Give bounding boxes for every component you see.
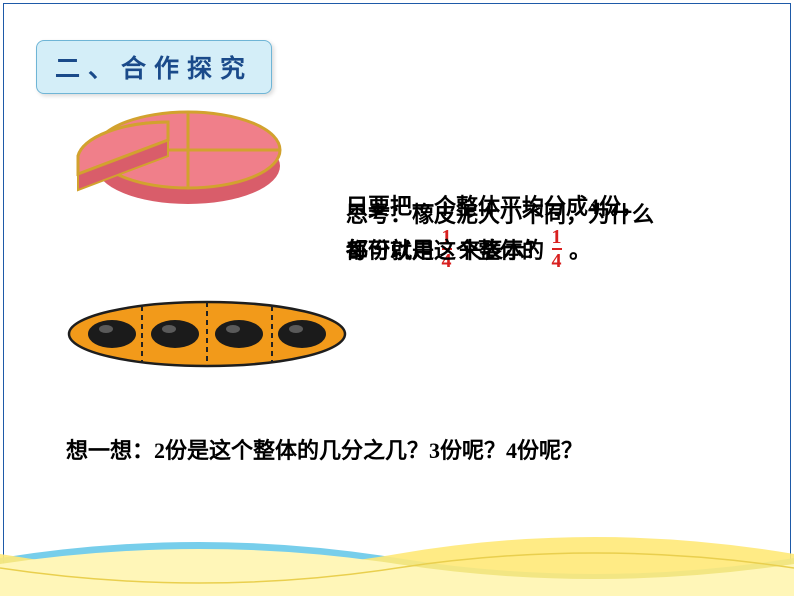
plate-figure bbox=[62, 294, 352, 379]
plate-svg bbox=[62, 294, 352, 374]
paragraph-line1: 思考：橡皮泥大小不同，为什么 只要把一个整体平均分成4份， bbox=[346, 186, 766, 228]
stone-1 bbox=[88, 320, 136, 348]
line1-front: 只要把一个整体平均分成4份， bbox=[346, 194, 643, 219]
bottom-question: 想一想：2份是这个整体的几分之几？3份呢？4份呢？ bbox=[66, 433, 583, 465]
pie-svg bbox=[68, 104, 288, 234]
section-header: 二、合作探究 bbox=[36, 40, 272, 94]
paragraph-line2: 都可以用 14 来表示？ 每份就是这个整体的 14 。 bbox=[346, 230, 766, 275]
section-header-text: 二、合作探究 bbox=[55, 56, 253, 83]
pie-chart bbox=[68, 104, 288, 239]
stone-4 bbox=[278, 320, 326, 348]
line2-front: 每份就是这个整体的 14 。 bbox=[346, 238, 591, 263]
stone-3 bbox=[215, 320, 263, 348]
fraction-red-2: 14 bbox=[552, 227, 562, 271]
wave-svg bbox=[0, 524, 794, 596]
stone-2 bbox=[151, 320, 199, 348]
wave-footer bbox=[0, 524, 794, 596]
